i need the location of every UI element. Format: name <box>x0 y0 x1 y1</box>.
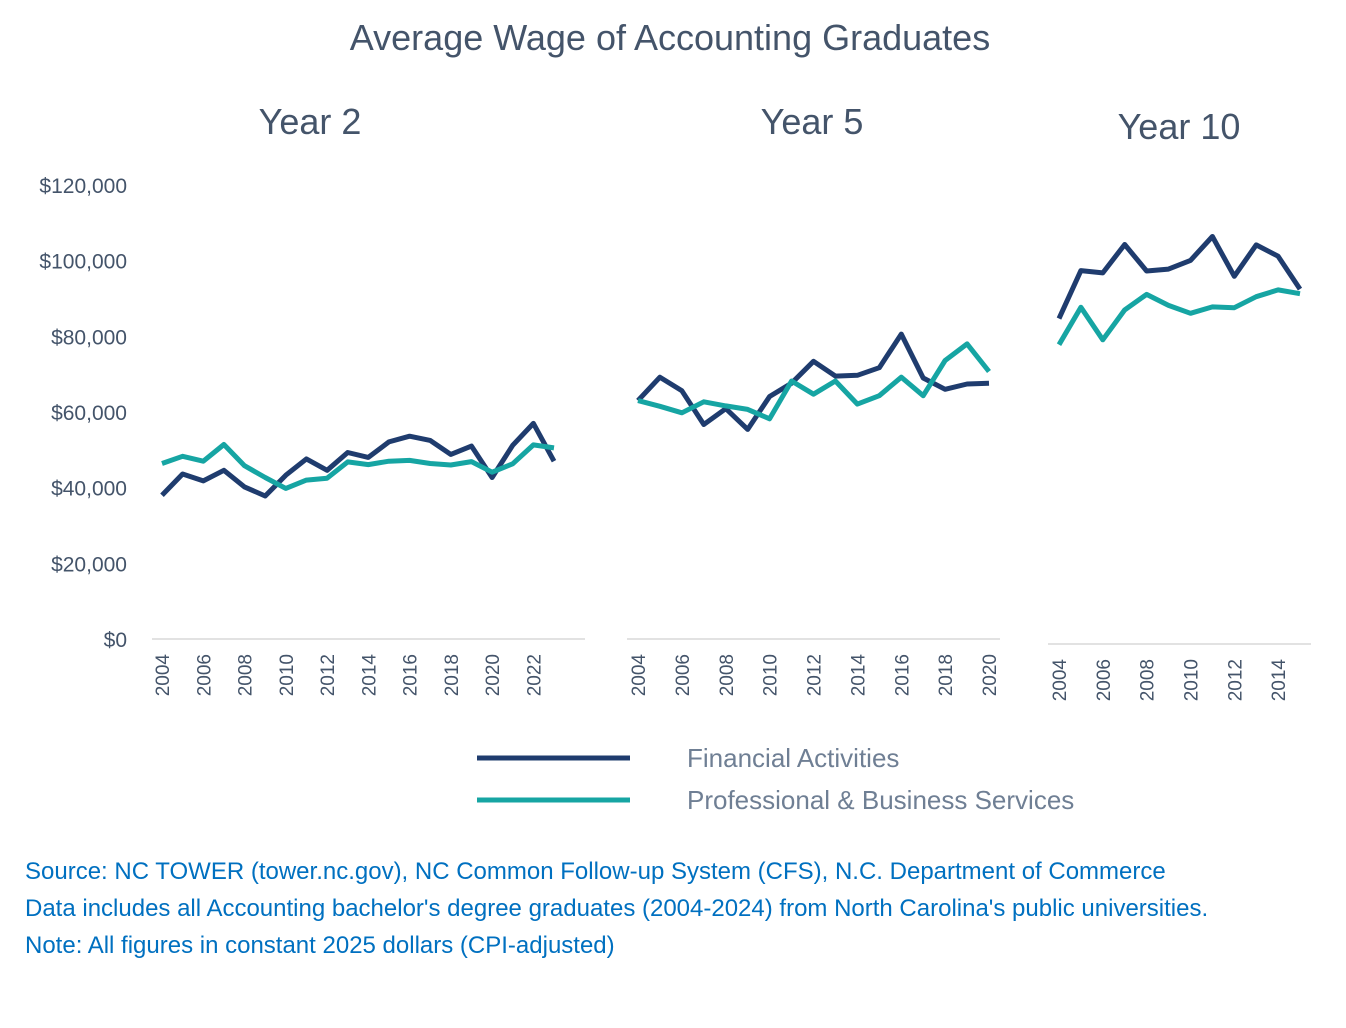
y-tick-label: $100,000 <box>39 251 127 274</box>
data-description-line: Data includes all Accounting bachelor's … <box>25 895 1209 922</box>
chart-title: Average Wage of Accounting Graduates <box>350 17 990 58</box>
x-tick-label: 2014 <box>848 654 869 697</box>
x-tick-label: 2010 <box>1181 659 1202 701</box>
x-tick-label: 2016 <box>401 654 422 696</box>
y-tick-label: $60,000 <box>51 402 127 425</box>
note-line: Note: All figures in constant 2025 dolla… <box>25 932 615 959</box>
chart-panels: Year 2 2004 2006 2008 2010 2012 2014 2016 2018 20… <box>152 101 1311 701</box>
x-tick-label: 2018 <box>936 654 957 696</box>
series-line <box>637 341 991 422</box>
legend-label: Financial Activities <box>687 743 899 773</box>
source-line: Source: NC TOWER (tower.nc.gov), NC Comm… <box>25 858 1166 885</box>
x-tick-label: 2006 <box>1094 659 1115 701</box>
x-tick-label: 2004 <box>153 654 174 697</box>
legend-item: Professional & Business Services <box>477 785 1074 815</box>
legend-label: Professional & Business Services <box>687 785 1074 815</box>
x-tick-label: 2020 <box>483 654 504 696</box>
y-tick-label: $80,000 <box>51 326 127 349</box>
panel-2: Year 5 2004 2006 2008 2010 2012 2014 2016 2018 20… <box>627 101 1001 696</box>
panel-title: Year 5 <box>761 101 864 142</box>
panel-title: Year 2 <box>259 101 362 142</box>
x-tick-label: 2004 <box>1050 659 1071 702</box>
x-tick-label: 2006 <box>673 654 694 696</box>
y-tick-label: $40,000 <box>51 478 127 501</box>
source-notes: Source: NC TOWER (tower.nc.gov), NC Comm… <box>25 853 1325 964</box>
panel-title: Year 10 <box>1118 106 1241 147</box>
x-tick-label: 2014 <box>1269 659 1290 702</box>
x-tick-label: 2012 <box>805 654 826 696</box>
x-tick-label: 2020 <box>980 654 1001 696</box>
series-line <box>1056 287 1301 346</box>
legend-item: Financial Activities <box>477 743 899 773</box>
y-tick-label: $20,000 <box>51 553 127 576</box>
chart-canvas: Average Wage of Accounting Graduates $0$… <box>39 17 1311 815</box>
x-tick-label: 2004 <box>629 654 650 697</box>
y-axis: $0 $20,000 $40,000 $60,000 $80,000 $100,000 $1… <box>39 175 127 652</box>
series-line <box>161 442 555 491</box>
x-tick-label: 2010 <box>761 654 782 696</box>
y-tick-label: $120,000 <box>39 175 127 198</box>
panel-3: Year 10 2004 2006 2008 2010 2012 2014 <box>1048 106 1311 701</box>
x-tick-label: 2022 <box>524 654 545 696</box>
x-tick-label: 2006 <box>194 654 215 696</box>
series-line <box>636 331 990 432</box>
panel-1: Year 2 2004 2006 2008 2010 2012 2014 2016 2018 20… <box>152 101 585 696</box>
x-tick-label: 2008 <box>717 654 738 696</box>
x-tick-label: 2018 <box>442 654 463 696</box>
series-line <box>160 420 557 499</box>
chart-legend: Financial Activities Professional & Busin… <box>477 743 1074 815</box>
x-tick-label: 2008 <box>236 654 257 696</box>
x-tick-label: 2016 <box>892 654 913 696</box>
x-tick-label: 2012 <box>318 654 339 696</box>
x-tick-label: 2012 <box>1225 659 1246 701</box>
x-tick-label: 2010 <box>277 654 298 696</box>
series-line <box>1056 234 1303 320</box>
y-tick-label: $0 <box>104 629 127 652</box>
x-tick-label: 2014 <box>359 654 380 697</box>
x-tick-label: 2008 <box>1138 659 1159 701</box>
